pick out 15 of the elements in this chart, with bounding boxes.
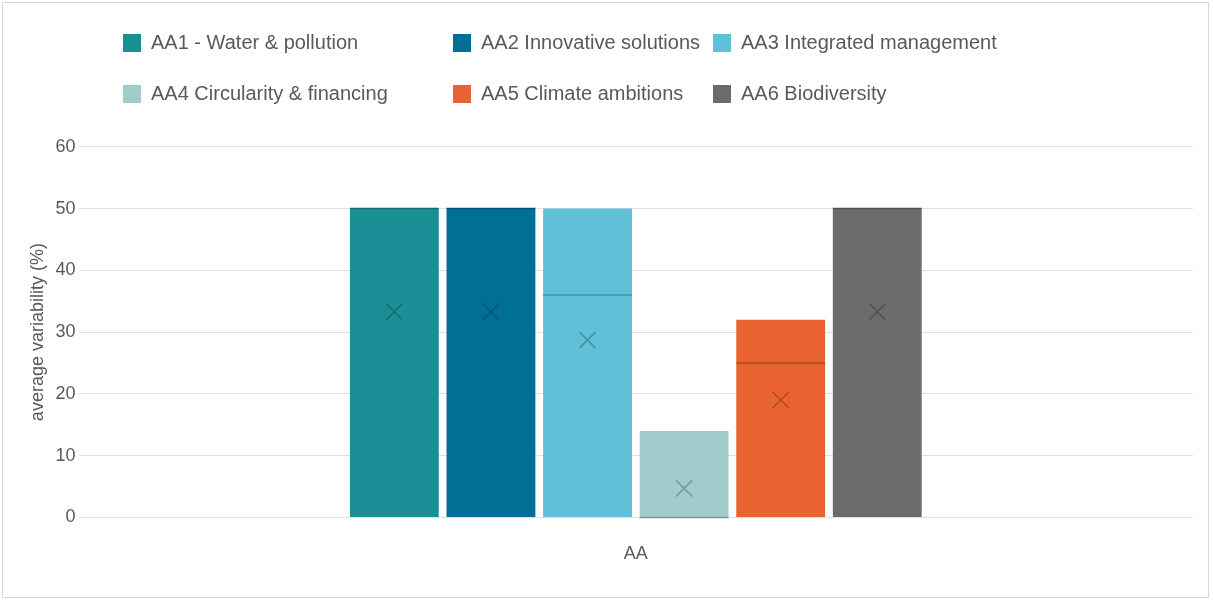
legend-label: AA1 - Water & pollution xyxy=(151,31,359,54)
x-tick-label: AA xyxy=(623,543,648,564)
y-tick-label: 40 xyxy=(55,259,76,280)
y-tick-label: 60 xyxy=(55,135,76,156)
y-axis-title: average variability (%) xyxy=(26,243,47,422)
legend-label: AA3 Integrated management xyxy=(741,31,997,54)
legend-label: AA5 Climate ambitions xyxy=(481,82,684,105)
legend-label: AA4 Circularity & financing xyxy=(151,82,388,105)
legend-label: AA6 Biodiversity xyxy=(741,82,887,105)
y-tick-label: 10 xyxy=(55,444,76,465)
y-tick-label: 30 xyxy=(55,321,76,342)
y-tick-label: 0 xyxy=(65,506,76,527)
y-tick-label: 20 xyxy=(55,382,76,403)
legend-label: AA2 Innovative solutions xyxy=(481,31,701,54)
y-tick-label: 50 xyxy=(55,197,76,218)
